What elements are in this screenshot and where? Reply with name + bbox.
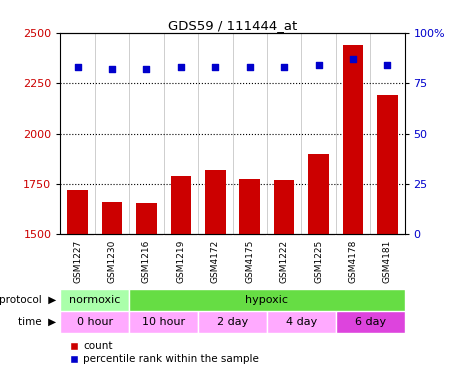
Bar <box>377 95 398 234</box>
Text: 2 day: 2 day <box>217 317 248 327</box>
Bar <box>60 289 129 311</box>
Text: GSM4175: GSM4175 <box>245 240 254 283</box>
Text: GSM1219: GSM1219 <box>176 240 186 283</box>
Text: time  ▶: time ▶ <box>18 317 56 327</box>
Text: GSM1225: GSM1225 <box>314 240 323 283</box>
Point <box>349 56 357 62</box>
Bar <box>274 180 294 234</box>
Text: 10 hour: 10 hour <box>142 317 185 327</box>
Bar <box>67 190 88 234</box>
Point <box>246 64 253 70</box>
Point <box>143 66 150 72</box>
Bar <box>267 311 336 333</box>
Point <box>384 62 391 68</box>
Bar <box>336 311 405 333</box>
Text: hypoxic: hypoxic <box>246 295 288 305</box>
Text: GSM4181: GSM4181 <box>383 240 392 283</box>
Text: 6 day: 6 day <box>355 317 385 327</box>
Bar <box>129 311 198 333</box>
Text: GSM4172: GSM4172 <box>211 240 220 283</box>
Point <box>177 64 185 70</box>
Text: GSM1222: GSM1222 <box>279 240 289 283</box>
Bar <box>60 311 129 333</box>
Text: 0 hour: 0 hour <box>77 317 113 327</box>
Text: GSM1216: GSM1216 <box>142 240 151 283</box>
Text: protocol  ▶: protocol ▶ <box>0 295 56 305</box>
Text: GSM1230: GSM1230 <box>107 240 117 283</box>
Point <box>315 62 322 68</box>
Legend: count, percentile rank within the sample: count, percentile rank within the sample <box>66 337 263 366</box>
Point <box>212 64 219 70</box>
Point <box>74 64 81 70</box>
Bar <box>136 203 157 234</box>
Bar <box>102 202 122 234</box>
Bar <box>239 179 260 234</box>
Point <box>280 64 288 70</box>
Text: GSM1227: GSM1227 <box>73 240 82 283</box>
Bar <box>343 45 363 234</box>
Text: normoxic: normoxic <box>69 295 120 305</box>
Text: 4 day: 4 day <box>286 317 317 327</box>
Bar <box>308 154 329 234</box>
Point <box>108 66 116 72</box>
Bar <box>129 289 405 311</box>
Bar <box>171 176 191 234</box>
Text: GSM4178: GSM4178 <box>348 240 358 283</box>
Bar <box>198 311 267 333</box>
Bar <box>205 170 226 234</box>
Title: GDS59 / 111444_at: GDS59 / 111444_at <box>168 19 297 32</box>
